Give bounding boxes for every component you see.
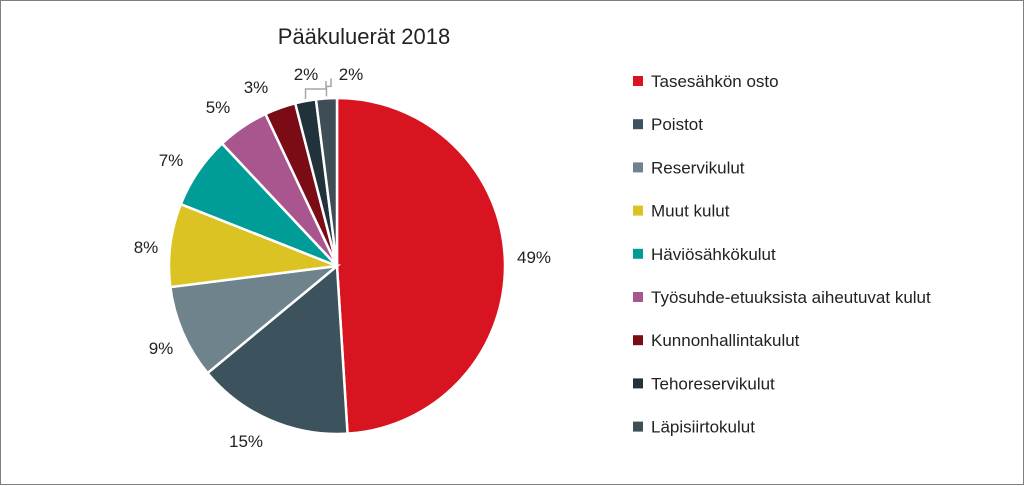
legend-swatch	[633, 421, 643, 432]
slice-value-label: 3%	[244, 78, 269, 97]
legend-swatch	[633, 76, 643, 86]
legend-label: Työsuhde-etuuksista aiheutuvat kulut	[651, 288, 931, 307]
legend-label: Kunnonhallintakulut	[651, 331, 800, 350]
chart-title: Pääkuluerät 2018	[278, 24, 450, 49]
legend-swatch	[633, 162, 643, 173]
legend-label: Tehoreservikulut	[651, 374, 775, 393]
legend-label: Muut kulut	[651, 202, 730, 221]
pie-slice-9	[314, 96, 339, 267]
pie-slice-2	[205, 263, 349, 436]
slice-value-label: 7%	[159, 151, 184, 170]
pie-slices	[167, 96, 507, 436]
legend-swatch	[633, 378, 643, 389]
legend-swatch	[633, 205, 643, 216]
legend-swatch	[633, 248, 643, 259]
percentage-labels: 49% 15% 9% 8% 7% 5% 3% 2% 2%	[134, 65, 551, 451]
slice-value-label: 9%	[149, 339, 174, 358]
leader-line	[325, 78, 332, 97]
slice-value-label: 2%	[294, 65, 319, 84]
legend-label: Poistot	[651, 115, 703, 134]
legend-swatch	[633, 335, 643, 346]
legend-swatch	[633, 292, 643, 302]
leader-line	[304, 80, 327, 99]
legend-label: Tasesähkön osto	[651, 72, 779, 91]
slice-value-label: 49%	[517, 248, 551, 267]
legend-swatch	[633, 119, 643, 130]
pie-slice-3	[168, 264, 342, 375]
legend-label: Läpisiirtokulut	[651, 418, 755, 437]
legend-label: Häviösähkökulut	[651, 245, 776, 264]
slice-value-label: 2%	[339, 65, 364, 84]
legend: Tasesähkön osto Poistot Reservikulut Muut k…	[633, 72, 931, 437]
slice-value-label: 5%	[206, 98, 231, 117]
slice-value-label: 8%	[134, 238, 159, 257]
leader-lines	[304, 78, 332, 99]
legend-label: Reservikulut	[651, 158, 745, 177]
pie-slice-1	[335, 96, 507, 435]
slice-value-label: 15%	[229, 432, 263, 451]
